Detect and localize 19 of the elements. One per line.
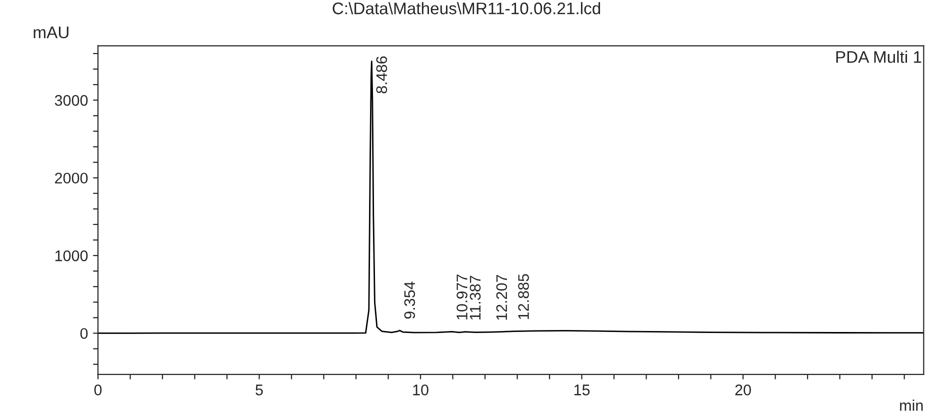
annotation: 9.354 (404, 282, 416, 319)
y-tick-label: 2000 (55, 172, 88, 184)
x-axis-title: min (900, 400, 923, 411)
y-axis-title: mAU (34, 26, 68, 38)
annotation: PDA Multi 1 (836, 50, 922, 63)
x-tick-label: 10 (413, 384, 428, 396)
x-tick-label: 20 (735, 384, 751, 396)
annotation: 8.486 (376, 56, 388, 94)
y-tick-label: 3000 (54, 95, 88, 106)
annotation: 12.885 (518, 274, 529, 320)
y-tick-label: 0 (80, 328, 88, 339)
chart-title: C:\Data\Matheus\MR11-10.06.21.lcd (332, 2, 600, 14)
annotation: 10.977 (456, 274, 468, 320)
x-tick-label: 0 (94, 384, 102, 396)
x-tick-label: 15 (574, 384, 590, 396)
y-tick-label: 1000 (55, 250, 88, 262)
annotation: 12.207 (496, 274, 508, 320)
x-tick-label: 5 (256, 384, 263, 396)
annotation: 11.387 (470, 276, 481, 320)
